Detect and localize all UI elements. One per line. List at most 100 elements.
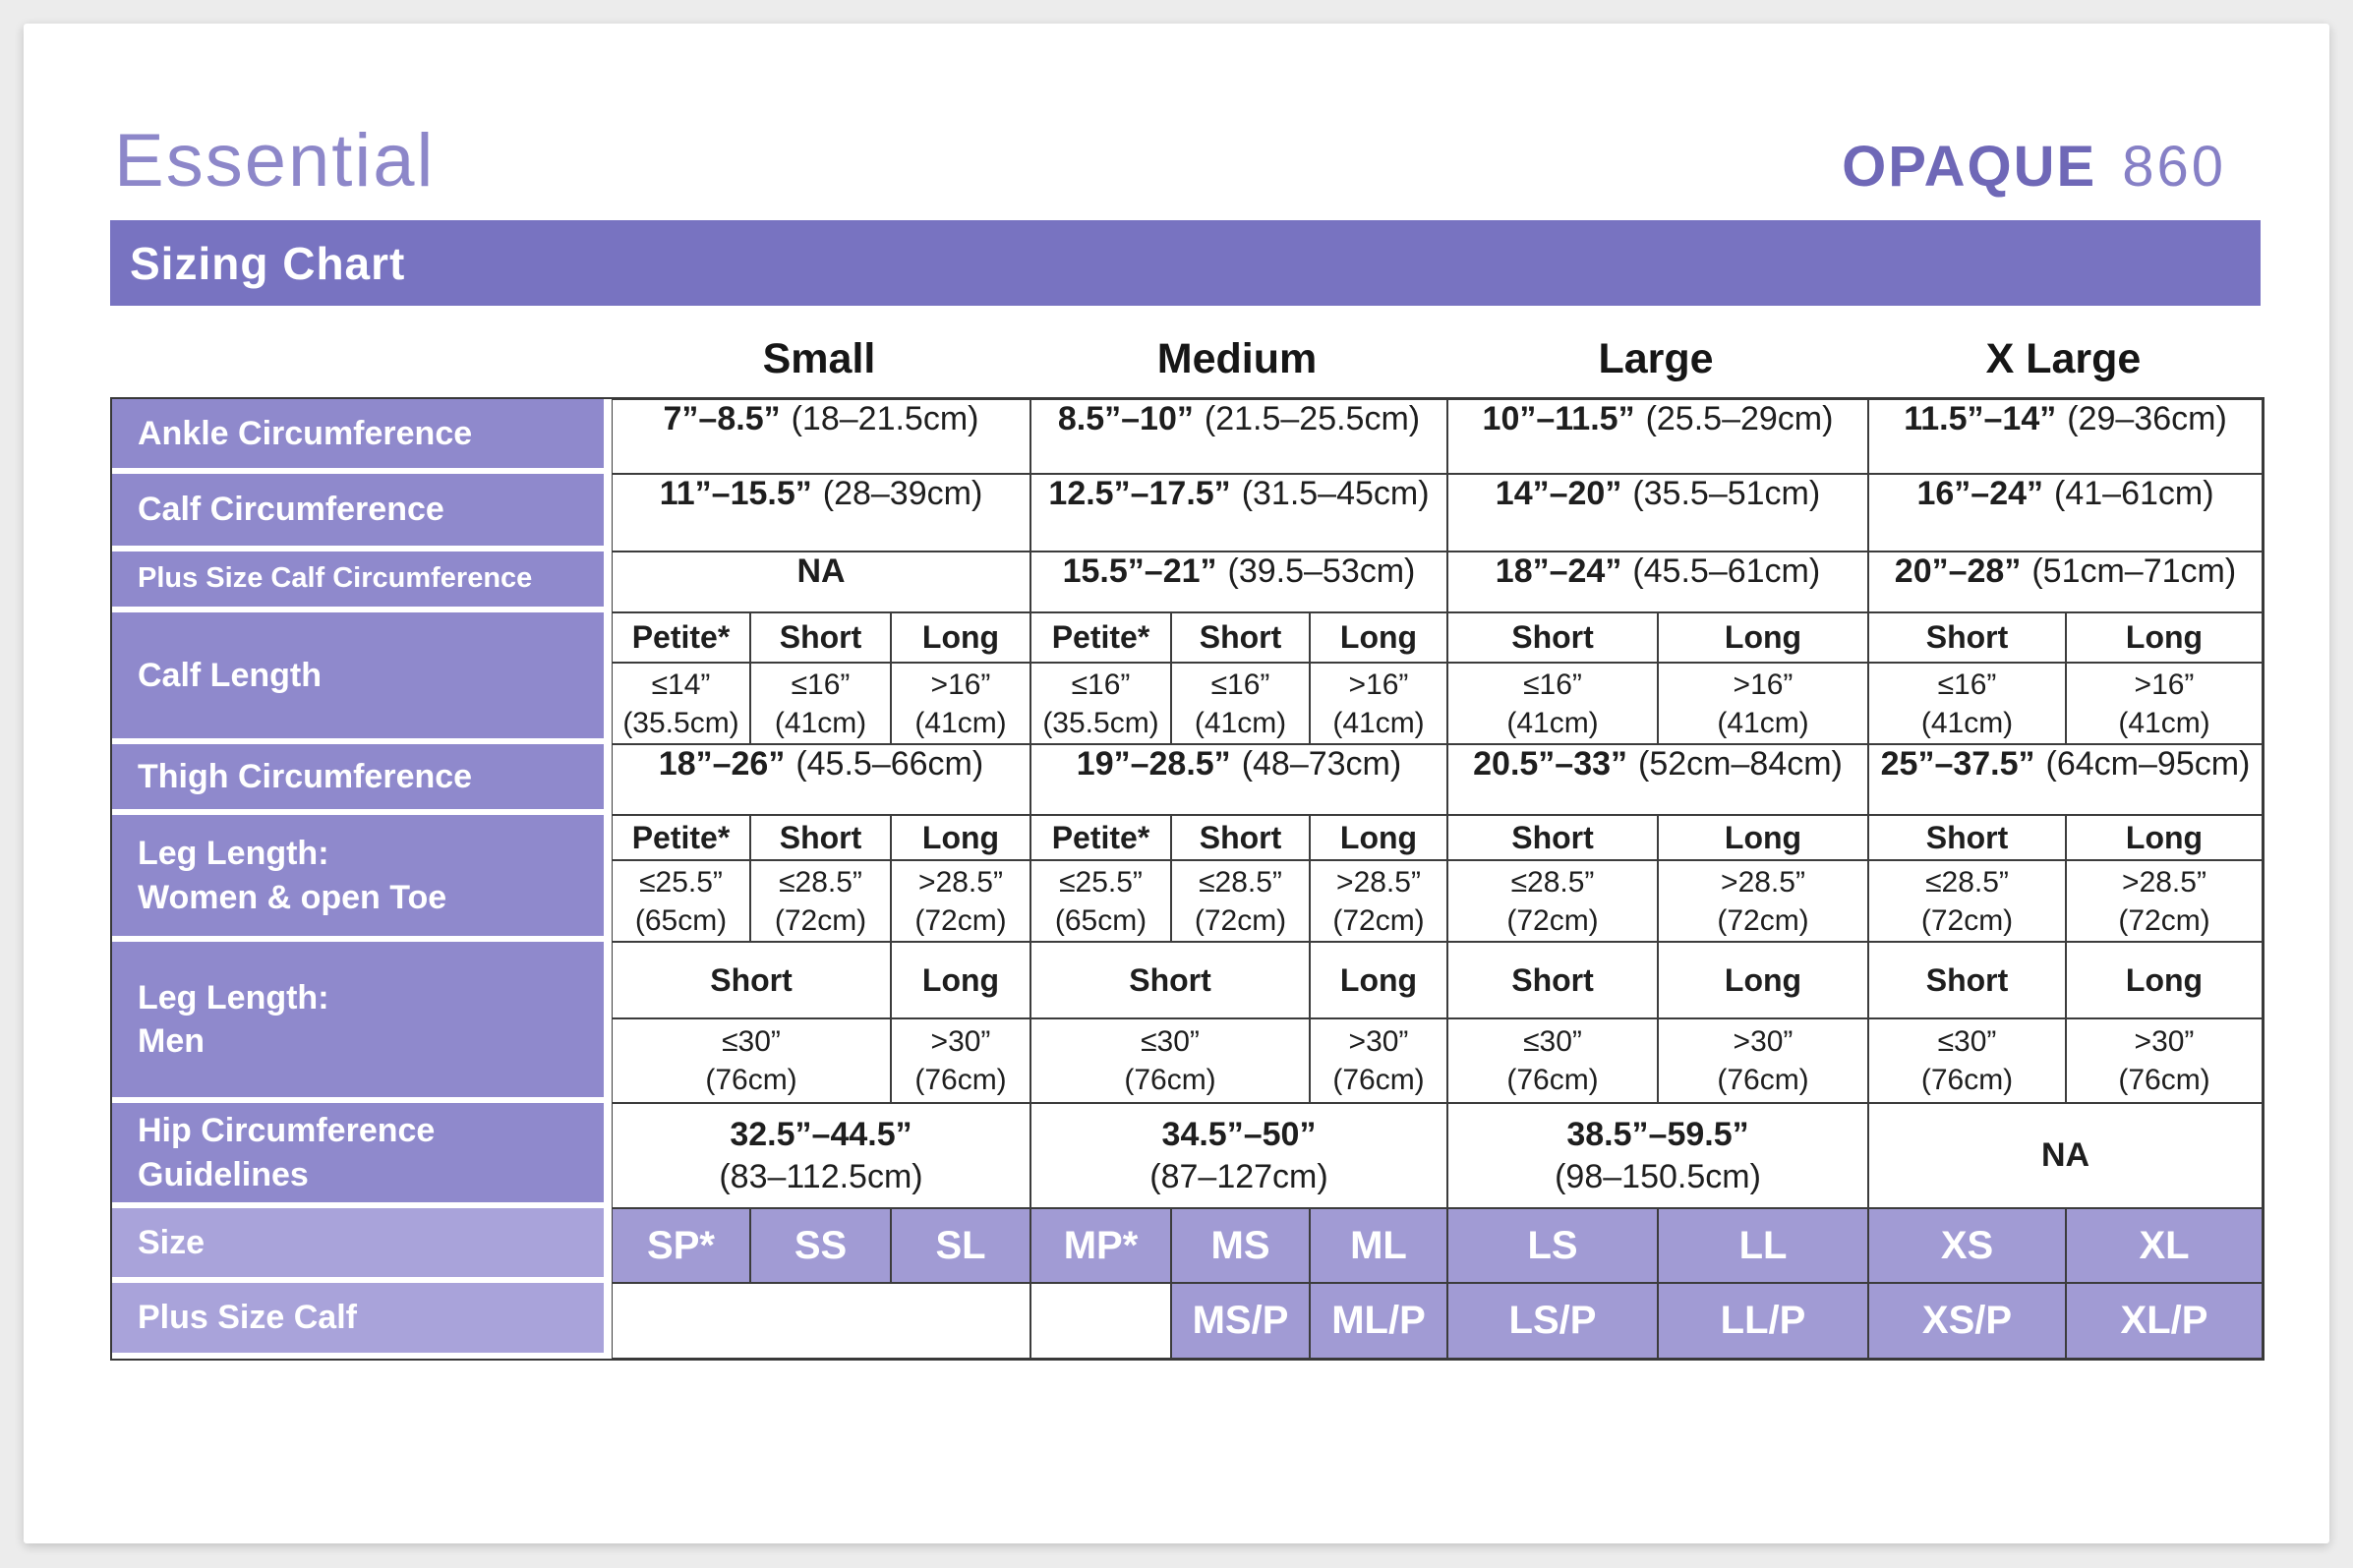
row-label-calf: Calf Circumference bbox=[112, 474, 604, 552]
plus-size-code-cell: LL/P bbox=[1658, 1283, 1868, 1359]
subheader-cell: Long bbox=[1658, 815, 1868, 860]
value-cell: >28.5” (72cm) bbox=[891, 860, 1030, 942]
subheader-cell: Short bbox=[1868, 942, 2066, 1018]
value-cell: ≤28.5” (72cm) bbox=[1447, 860, 1658, 942]
subheader-cell: Long bbox=[1310, 815, 1447, 860]
value-cell: ≤16” (41cm) bbox=[1868, 663, 2066, 744]
row-label-line: Men bbox=[138, 1022, 205, 1060]
subheader-cell: Long bbox=[891, 942, 1030, 1018]
subheader-cell: Long bbox=[2066, 942, 2263, 1018]
subheader-cell: Long bbox=[1658, 612, 1868, 663]
row-label-line: Women & open Toe bbox=[138, 878, 447, 916]
cell-ankle-medium: 8.5”–10” (21.5–25.5cm) bbox=[1030, 399, 1447, 474]
row-label-leg-length-women: Leg Length: Women & open Toe bbox=[112, 815, 604, 942]
subheader-cell: Long bbox=[891, 612, 1030, 663]
table-body: 7”–8.5” (18–21.5cm) 8.5”–10” (21.5–25.5cm)… bbox=[612, 399, 2263, 1359]
model-number: 860 bbox=[2122, 135, 2226, 199]
size-code-cell: LL bbox=[1658, 1208, 1868, 1283]
value-cell: >16” (41cm) bbox=[1310, 663, 1447, 744]
subheader-cell: Short bbox=[1030, 942, 1310, 1018]
cell-thigh-small: 18”–26” (45.5–66cm) bbox=[612, 744, 1030, 815]
value-cell: ≤14” (35.5cm) bbox=[612, 663, 750, 744]
cell-plus-calf-medium: 15.5”–21” (39.5–53cm) bbox=[1030, 552, 1447, 612]
size-code-cell: SS bbox=[750, 1208, 891, 1283]
subheader-cell: Petite* bbox=[612, 612, 750, 663]
subheader-cell: Short bbox=[1447, 942, 1658, 1018]
value-cell: >30” (76cm) bbox=[1658, 1018, 1868, 1103]
value-cell: >30” (76cm) bbox=[891, 1018, 1030, 1103]
subheader-cell: Short bbox=[1171, 612, 1310, 663]
value-cell: ≤28.5” (72cm) bbox=[1171, 860, 1310, 942]
value-cell: >30” (76cm) bbox=[1310, 1018, 1447, 1103]
subheader-cell: Short bbox=[1447, 612, 1658, 663]
empty-cell bbox=[1030, 1283, 1171, 1359]
value-cell: >30” (76cm) bbox=[2066, 1018, 2263, 1103]
subheader-cell: Short bbox=[612, 942, 891, 1018]
collection-title: Essential bbox=[114, 119, 436, 203]
subheader-cell: Petite* bbox=[1030, 612, 1171, 663]
row-label-ankle: Ankle Circumference bbox=[112, 399, 604, 474]
size-code-cell: XS bbox=[1868, 1208, 2066, 1283]
cell-hip-medium: 34.5”–50” (87–127cm) bbox=[1030, 1103, 1447, 1208]
row-label-line: Hip Circumference bbox=[138, 1112, 436, 1150]
column-header-small: Small bbox=[762, 334, 876, 382]
value-cell: ≤16” (41cm) bbox=[1171, 663, 1310, 744]
subheader-cell: Short bbox=[1171, 815, 1310, 860]
cell-calf-small: 11”–15.5” (28–39cm) bbox=[612, 474, 1030, 552]
subheader-cell: Long bbox=[1310, 612, 1447, 663]
value-cell: >28.5” (72cm) bbox=[1658, 860, 1868, 942]
size-code-cell: MS bbox=[1171, 1208, 1310, 1283]
cell-hip-small: 32.5”–44.5” (83–112.5cm) bbox=[612, 1103, 1030, 1208]
value-cell: ≤16” (41cm) bbox=[750, 663, 891, 744]
value-cell: ≤25.5” (65cm) bbox=[612, 860, 750, 942]
column-header-large: Large bbox=[1598, 334, 1714, 382]
size-code-cell: MP* bbox=[1030, 1208, 1171, 1283]
size-code-cell: SL bbox=[891, 1208, 1030, 1283]
subheader-cell: Long bbox=[891, 815, 1030, 860]
cell-calf-xlarge: 16”–24” (41–61cm) bbox=[1868, 474, 2263, 552]
value-cell: ≤28.5” (72cm) bbox=[750, 860, 891, 942]
row-label-leg-length-men: Leg Length: Men bbox=[112, 942, 604, 1103]
row-label-line: Guidelines bbox=[138, 1155, 309, 1193]
value-cell: ≤25.5” (65cm) bbox=[1030, 860, 1171, 942]
column-header-medium: Medium bbox=[1156, 334, 1318, 382]
row-label-size: Size bbox=[112, 1208, 604, 1283]
cell-thigh-medium: 19”–28.5” (48–73cm) bbox=[1030, 744, 1447, 815]
value-cell: >28.5” (72cm) bbox=[2066, 860, 2263, 942]
value-cell: ≤28.5” (72cm) bbox=[1868, 860, 2066, 942]
value-cell: >16” (41cm) bbox=[891, 663, 1030, 744]
cell-plus-calf-large: 18”–24” (45.5–61cm) bbox=[1447, 552, 1868, 612]
value-cell: ≤30” (76cm) bbox=[612, 1018, 891, 1103]
cell-calf-large: 14”–20” (35.5–51cm) bbox=[1447, 474, 1868, 552]
subheader-cell: Petite* bbox=[1030, 815, 1171, 860]
cell-calf-medium: 12.5”–17.5” (31.5–45cm) bbox=[1030, 474, 1447, 552]
banner-sizing-chart: Sizing Chart bbox=[110, 220, 2261, 306]
cell-thigh-xlarge: 25”–37.5” (64cm–95cm) bbox=[1868, 744, 2263, 815]
plus-size-code-cell: ML/P bbox=[1310, 1283, 1447, 1359]
subheader-cell: Short bbox=[750, 815, 891, 860]
value-cell: ≤30” (76cm) bbox=[1447, 1018, 1658, 1103]
brand-name: OPAQUE bbox=[1842, 135, 2097, 199]
row-label-plus-calf-circumference: Plus Size Calf Circumference bbox=[112, 552, 604, 612]
cell-plus-calf-xlarge: 20”–28” (51cm–71cm) bbox=[1868, 552, 2263, 612]
cell-ankle-large: 10”–11.5” (25.5–29cm) bbox=[1447, 399, 1868, 474]
size-code-cell: ML bbox=[1310, 1208, 1447, 1283]
size-code-cell: LS bbox=[1447, 1208, 1658, 1283]
row-label-plus-size-calf: Plus Size Calf bbox=[112, 1283, 604, 1359]
column-header-xlarge: X Large bbox=[1985, 334, 2142, 382]
cell-hip-xlarge: NA bbox=[1868, 1103, 2263, 1208]
value-cell: ≤30” (76cm) bbox=[1868, 1018, 2066, 1103]
row-label-thigh: Thigh Circumference bbox=[112, 744, 604, 815]
row-label-line: Leg Length: bbox=[138, 835, 329, 873]
subheader-cell: Short bbox=[750, 612, 891, 663]
brand-lockup: OPAQUE 860 bbox=[1842, 134, 2226, 200]
cell-ankle-small: 7”–8.5” (18–21.5cm) bbox=[612, 399, 1030, 474]
sizing-chart-card: Essential OPAQUE 860 Sizing Chart Small M… bbox=[24, 24, 2329, 1543]
subheader-cell: Long bbox=[1310, 942, 1447, 1018]
subheader-cell: Petite* bbox=[612, 815, 750, 860]
plus-size-code-cell: XS/P bbox=[1868, 1283, 2066, 1359]
value-cell: >28.5” (72cm) bbox=[1310, 860, 1447, 942]
row-label-line: Leg Length: bbox=[138, 978, 329, 1016]
size-code-cell: XL bbox=[2066, 1208, 2263, 1283]
cell-hip-large: 38.5”–59.5” (98–150.5cm) bbox=[1447, 1103, 1868, 1208]
